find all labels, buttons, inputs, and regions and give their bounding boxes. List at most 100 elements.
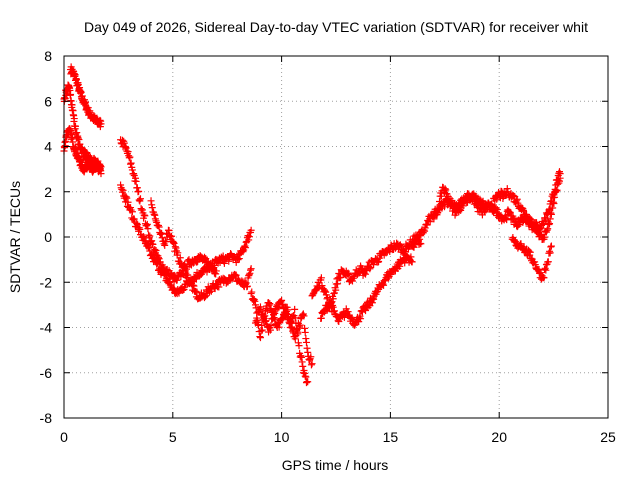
data-point-interp — [152, 217, 160, 225]
data-point-interp — [544, 258, 552, 266]
data-point-interp — [127, 159, 135, 167]
data-point-interp — [537, 269, 545, 277]
data-point — [543, 226, 551, 234]
data-point-interp — [542, 266, 550, 274]
data-point-interp — [128, 208, 136, 216]
data-point-interp — [127, 206, 135, 214]
data-point-interp — [143, 220, 151, 228]
data-point-interp — [551, 193, 559, 201]
data-point-interp — [307, 361, 315, 369]
data-point-interp — [215, 283, 223, 291]
data-point — [67, 90, 75, 98]
data-point-interp — [153, 258, 161, 266]
data-point-interp — [126, 153, 134, 161]
data-point-interp — [470, 192, 478, 200]
data-point-interp — [151, 211, 159, 219]
data-point-interp — [258, 321, 266, 329]
data-point-interp — [142, 238, 150, 246]
data-point-interp — [184, 271, 192, 279]
data-point-interp — [268, 315, 276, 323]
data-point — [304, 378, 312, 386]
data-point — [138, 206, 146, 214]
data-point-interp — [245, 271, 253, 279]
data-point-interp — [332, 286, 340, 294]
axis-ticks — [63, 55, 609, 419]
data-point — [286, 324, 294, 331]
series-track-m — [504, 174, 564, 243]
data-point-interp — [133, 219, 141, 227]
data-point-interp — [357, 315, 365, 323]
series-track-l — [508, 234, 555, 283]
data-point-interp — [366, 265, 374, 273]
data-point-interp — [67, 127, 75, 135]
data-point — [278, 296, 286, 304]
data-point-interp — [260, 313, 268, 321]
data-point-interp — [130, 215, 138, 223]
data-point-interp — [263, 307, 271, 315]
data-point-interp — [381, 277, 389, 285]
data-point-interp — [423, 221, 431, 229]
data-point-interp — [446, 195, 454, 203]
data-point-interp — [122, 144, 130, 152]
data-point-interp — [302, 335, 310, 343]
series-track-g — [251, 296, 312, 387]
data-point-interp — [181, 264, 189, 272]
data-point-interp — [301, 328, 309, 336]
data-point-interp — [317, 314, 325, 322]
data-point-interp — [146, 232, 154, 240]
data-point-interp — [318, 282, 326, 290]
data-point-interp — [375, 258, 383, 266]
data-point-interp — [330, 307, 338, 315]
data-points — [60, 63, 564, 387]
data-point — [321, 287, 329, 295]
data-point — [125, 154, 133, 162]
data-point-interp — [302, 338, 310, 346]
y-tick-label: 8 — [44, 48, 52, 64]
data-point-interp — [266, 300, 274, 308]
data-point-interp — [335, 317, 343, 325]
data-point-interp — [363, 266, 371, 274]
data-point-interp — [212, 270, 220, 278]
data-point-interp — [144, 242, 152, 250]
data-point-interp — [442, 186, 450, 194]
data-point-interp — [300, 312, 308, 320]
series-track-upper — [67, 63, 105, 131]
data-point-interp — [180, 264, 188, 272]
data-point — [147, 197, 155, 205]
y-tick-label: -6 — [40, 365, 53, 381]
data-point-interp — [302, 373, 310, 381]
data-point-interp — [513, 195, 521, 203]
data-point-interp — [152, 247, 160, 255]
data-point-interp — [549, 198, 557, 206]
data-point-interp — [225, 257, 233, 265]
data-point-interp — [525, 247, 533, 255]
data-point-interp — [374, 258, 382, 266]
data-point-interp — [170, 239, 178, 247]
data-point-interp — [541, 233, 549, 241]
data-point-interp — [72, 76, 80, 84]
data-point-interp — [302, 379, 310, 387]
data-point-interp — [190, 282, 198, 290]
data-point-interp — [531, 261, 539, 269]
chart-title: Day 049 of 2026, Sidereal Day-to-day VTE… — [84, 19, 588, 35]
data-point-interp — [150, 210, 158, 218]
data-point-interp — [257, 306, 265, 314]
data-point-interp — [253, 316, 261, 324]
data-point-interp — [148, 237, 156, 245]
data-point — [251, 301, 259, 309]
data-point-interp — [345, 270, 353, 278]
data-point-interp — [248, 288, 256, 296]
data-point-interp — [540, 274, 548, 282]
x-tick-label: 5 — [169, 429, 177, 445]
data-point-interp — [502, 214, 510, 222]
data-point-interp — [140, 233, 148, 241]
data-point — [97, 170, 105, 178]
data-point-interp — [416, 232, 424, 240]
data-point-interp — [426, 218, 434, 226]
data-point-interp — [122, 193, 130, 201]
data-point-interp — [209, 265, 217, 273]
series-track-e — [147, 197, 255, 303]
data-point-interp — [189, 281, 197, 289]
data-point — [408, 258, 416, 266]
data-point-interp — [291, 335, 299, 343]
